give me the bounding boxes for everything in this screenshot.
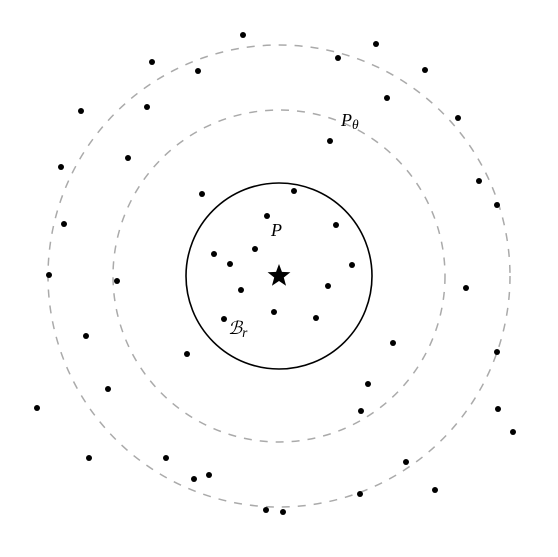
scatter-point [384,95,390,101]
scatter-point [83,333,89,339]
scatter-point [264,213,270,219]
scatter-point [240,32,246,38]
scatter-point [335,55,341,61]
scatter-point [422,67,428,73]
scatter-point [271,309,277,315]
scatter-point [191,476,197,482]
scatter-point [221,316,227,322]
scatter-point [252,246,258,252]
scatter-point [313,315,319,321]
scatter-point [358,408,364,414]
scatter-point [61,221,67,227]
scatter-point [357,491,363,497]
scatter-point [403,459,409,465]
scatter-point [333,222,339,228]
scatter-point [495,406,501,412]
scatter-point [34,405,40,411]
scatter-point [327,138,333,144]
scatter-point [206,472,212,478]
scatter-point [184,351,190,357]
scatter-point [494,349,500,355]
scatter-point [263,507,269,513]
scatter-point [291,188,297,194]
label-P: P [271,220,282,241]
svg-canvas [0,0,558,552]
scatter-point [227,261,233,267]
scatter-point [46,272,52,278]
scatter-point [494,202,500,208]
scatter-point [144,104,150,110]
scatter-point [463,285,469,291]
scatter-point [373,41,379,47]
scatter-point [365,381,371,387]
center-star-icon [268,264,291,286]
scatter-point [390,340,396,346]
scatter-point [476,178,482,184]
scatter-point [78,108,84,114]
scatter-point [105,386,111,392]
scatter-point [325,283,331,289]
label-P_theta: Pθ [341,110,359,131]
scatter-point [125,155,131,161]
scatter-point [455,115,461,121]
point-process-diagram: P Pθ ℬr [0,0,558,552]
scatter-point [114,278,120,284]
scatter-point [280,509,286,515]
scatter-point [510,429,516,435]
scatter-point [238,287,244,293]
scatter-point [195,68,201,74]
label-Br: ℬr [228,318,247,339]
scatter-point [163,455,169,461]
scatter-point [211,251,217,257]
scatter-point [86,455,92,461]
scatter-point [349,262,355,268]
scatter-point [149,59,155,65]
scatter-point [199,191,205,197]
scatter-point [432,487,438,493]
scatter-point [58,164,64,170]
